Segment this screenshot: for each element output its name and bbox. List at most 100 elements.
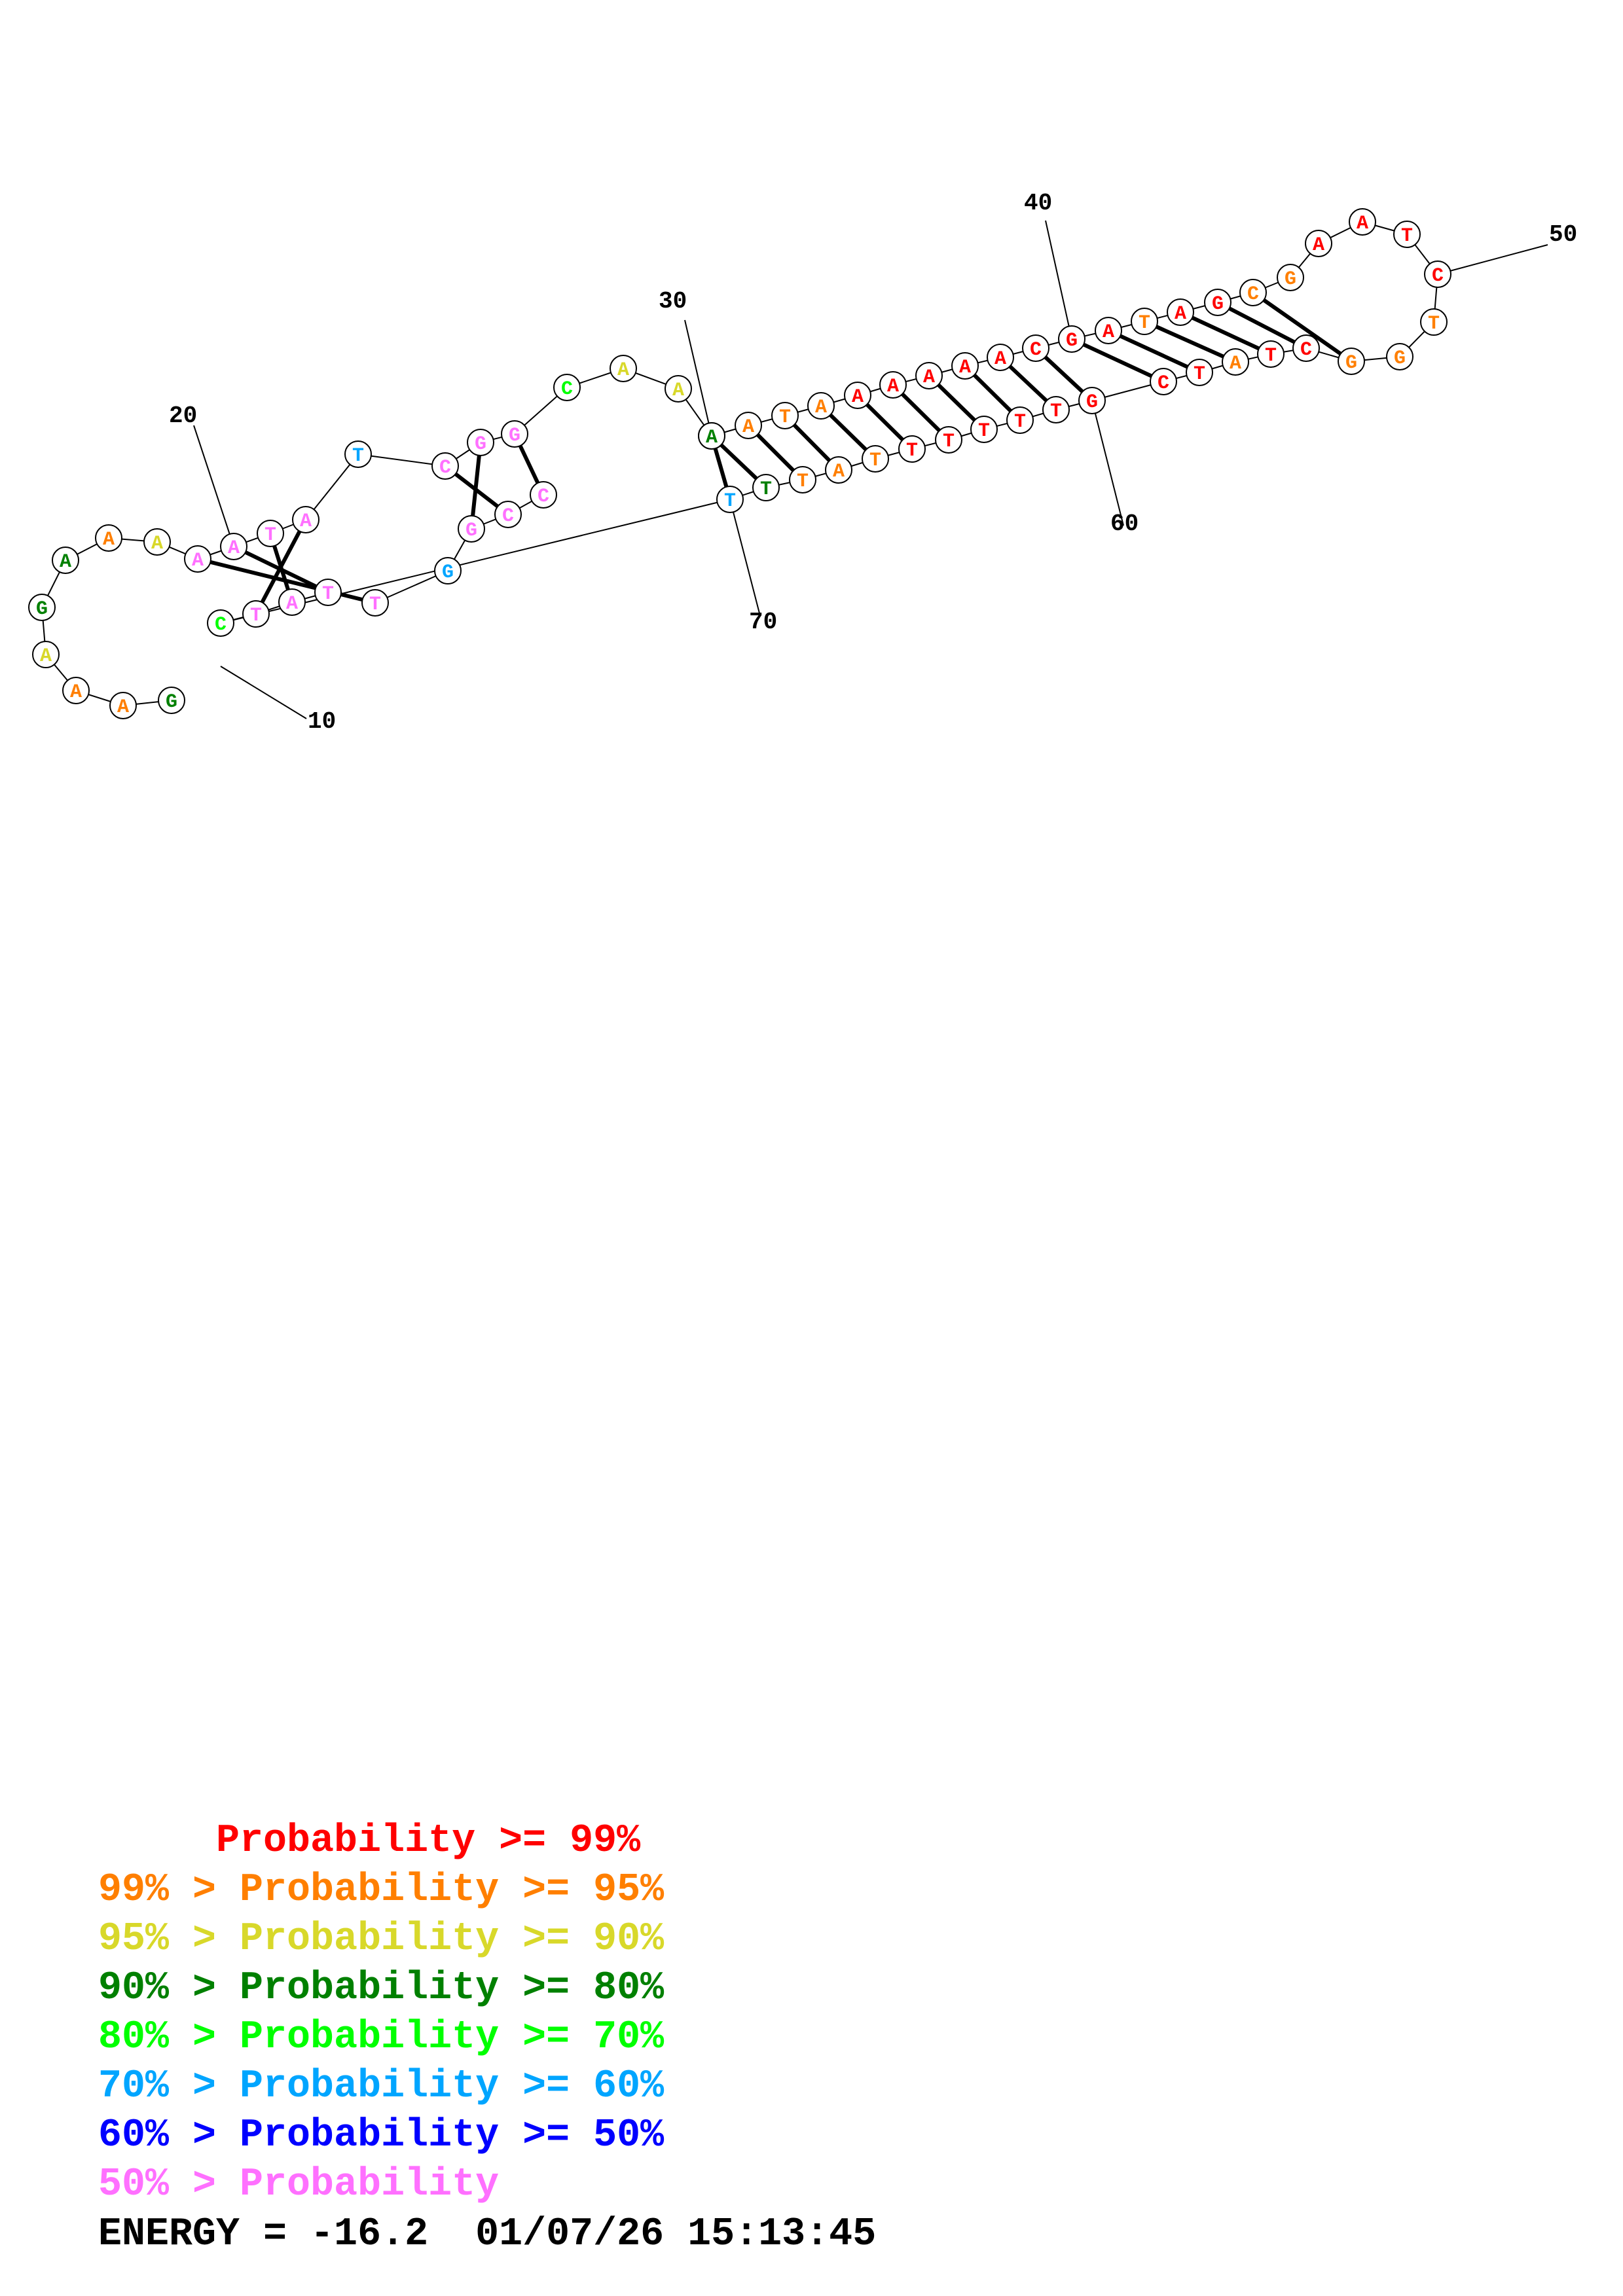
- nucleotide-base-28: A: [617, 359, 629, 382]
- position-label-70: 70: [749, 609, 777, 636]
- nucleotide-circle-70: [716, 486, 744, 513]
- nucleotide-base-16: A: [60, 551, 71, 573]
- nucleotide-79: C: [530, 481, 557, 509]
- nucleotide-base-63: T: [978, 420, 990, 442]
- nucleotide-circle-76: [434, 557, 462, 584]
- nucleotide-base-58: T: [1194, 363, 1205, 386]
- position-label-60: 60: [1110, 511, 1139, 537]
- nucleotide-circle-36: [879, 371, 907, 399]
- nucleotide-circle-72: [242, 600, 270, 628]
- nucleotide-circle-31: [698, 422, 725, 450]
- position-tick-60: [1091, 400, 1124, 526]
- nucleotide-57: A: [1222, 348, 1249, 376]
- nucleotide-20: A: [220, 533, 247, 560]
- nucleotide-45: G: [1204, 289, 1231, 316]
- nucleotide-base-33: T: [779, 406, 791, 429]
- nucleotide-base-14: A: [40, 645, 52, 668]
- nucleotide-48: A: [1305, 230, 1332, 257]
- nucleotide-circle-60: [1078, 387, 1106, 414]
- nucleotide-circle-42: [1095, 317, 1122, 344]
- nucleotide-26: G: [501, 420, 528, 448]
- nucleotide-circle-18: [143, 528, 171, 556]
- nucleotide-75: T: [361, 589, 389, 617]
- nucleotide-47: G: [1277, 264, 1304, 291]
- nucleotide-11: G: [158, 687, 185, 714]
- nucleotide-circle-50: [1393, 221, 1421, 248]
- nucleotide-circle-63: [970, 416, 998, 443]
- probability-legend: Probability >= 99% 99% > Probability >= 9…: [98, 1817, 664, 2210]
- nucleotide-circle-59: [1150, 368, 1177, 395]
- nucleotide-circle-75: [361, 589, 389, 617]
- nucleotide-42: A: [1095, 317, 1122, 344]
- nucleotide-49: A: [1349, 208, 1376, 236]
- nucleotide-base-48: A: [1313, 234, 1324, 257]
- nucleotide-circle-32: [735, 412, 762, 439]
- nucleotide-base-53: G: [1394, 348, 1406, 370]
- nucleotide-circle-51: [1424, 260, 1451, 288]
- nucleotide-63: T: [970, 416, 998, 443]
- nucleotide-71: C: [207, 609, 234, 637]
- nucleotide-circle-73: [278, 588, 306, 616]
- nucleotide-27: C: [553, 374, 581, 401]
- nucleotide-base-21: T: [264, 524, 276, 547]
- nucleotide-35: A: [844, 382, 871, 409]
- nucleotide-circle-13: [62, 677, 90, 704]
- nucleotide-28: A: [610, 355, 637, 382]
- nucleotide-circle-79: [530, 481, 557, 509]
- nucleotide-21: T: [257, 520, 284, 547]
- nucleotide-base-52: T: [1428, 313, 1440, 335]
- nucleotide-circle-48: [1305, 230, 1332, 257]
- backbone-segment-23: [357, 454, 446, 467]
- nucleotide-55: C: [1292, 334, 1320, 362]
- nucleotide-circle-15: [28, 594, 56, 621]
- nucleotide-base-27: C: [561, 378, 573, 401]
- nucleotide-60: G: [1078, 387, 1106, 414]
- nucleotide-22: A: [292, 506, 319, 533]
- nucleotide-base-37: A: [923, 367, 935, 389]
- nucleotide-34: A: [807, 392, 835, 420]
- nucleotide-circle-74: [314, 579, 342, 606]
- nucleotide-circle-41: [1058, 325, 1085, 353]
- nucleotide-circle-40: [1022, 334, 1049, 362]
- nucleotide-base-47: G: [1285, 268, 1296, 291]
- nucleotide-39: A: [987, 344, 1014, 371]
- nucleotide-circle-26: [501, 420, 528, 448]
- nucleotide-19: A: [184, 545, 211, 573]
- nucleotide-25: G: [467, 429, 494, 456]
- nucleotide-circle-66: [862, 445, 889, 473]
- nucleotide-15: G: [28, 594, 56, 621]
- nucleotide-base-44: A: [1175, 303, 1186, 325]
- nucleotide-44: A: [1167, 298, 1194, 326]
- legend-row-2: 95% > Probability >= 90%: [98, 1917, 665, 1962]
- nucleotide-73: A: [278, 588, 306, 616]
- nucleotide-circle-68: [789, 466, 816, 493]
- position-tick-50: [1437, 244, 1548, 275]
- energy-timestamp: ENERGY = -16.2 01/07/26 15:13:45: [98, 2212, 877, 2257]
- position-tick-70: [729, 499, 760, 614]
- nucleotide-base-20: A: [228, 537, 240, 560]
- nucleotide-78: C: [494, 501, 522, 528]
- nucleotide-circle-64: [935, 426, 962, 454]
- nucleotide-circle-45: [1204, 289, 1231, 316]
- nucleotide-base-45: G: [1212, 293, 1224, 315]
- position-labels: 10 20 30 40 50 60 70: [169, 190, 1577, 735]
- nucleotide-base-78: C: [502, 505, 514, 528]
- nucleotide-65: T: [898, 435, 926, 463]
- nucleotide-53: G: [1386, 343, 1413, 370]
- nucleotide-circle-78: [494, 501, 522, 528]
- nucleotide-base-51: C: [1432, 265, 1444, 287]
- nucleotide-circle-39: [987, 344, 1014, 371]
- nucleotide-24: C: [431, 452, 459, 480]
- nucleotide-base-54: G: [1345, 352, 1357, 374]
- nucleotide-base-49: A: [1357, 213, 1368, 235]
- position-tick-40: [1045, 220, 1072, 340]
- nucleotide-circle-38: [951, 352, 979, 380]
- base-pair-46-54: [1252, 291, 1353, 363]
- nucleotide-67: A: [825, 456, 852, 484]
- base-pair-43-57: [1143, 319, 1237, 364]
- backbone-segment-22: [305, 454, 359, 520]
- nucleotide-circle-22: [292, 506, 319, 533]
- nucleotide-base-26: G: [509, 425, 520, 447]
- nucleotide-base-75: T: [369, 594, 381, 616]
